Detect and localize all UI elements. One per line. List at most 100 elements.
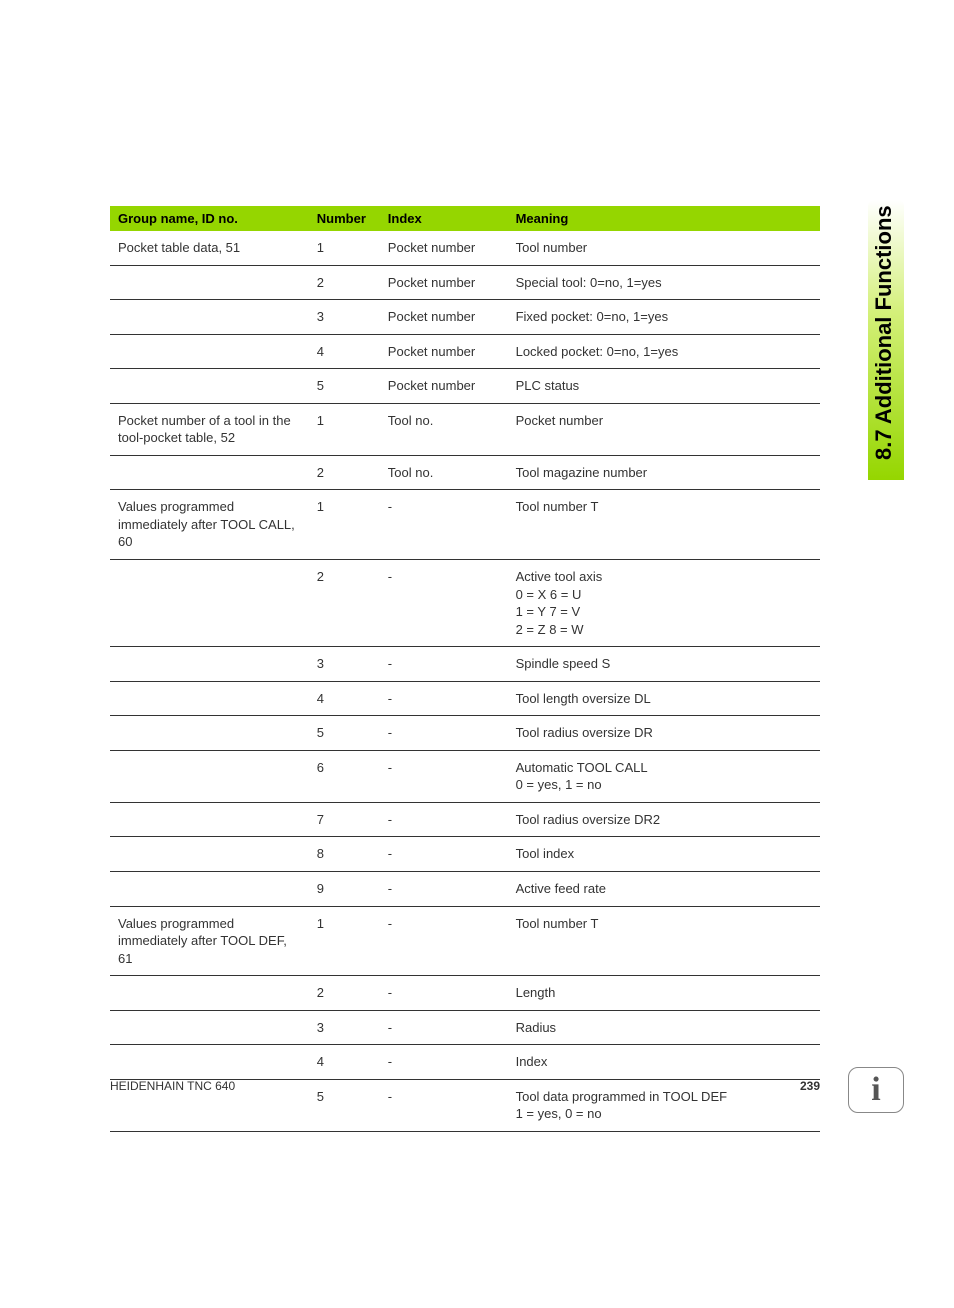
cell-group — [110, 647, 309, 682]
page-content: Group name, ID no. Number Index Meaning … — [110, 206, 820, 1132]
cell-meaning: Locked pocket: 0=no, 1=yes — [508, 334, 820, 369]
table-row: 2Tool no.Tool magazine number — [110, 455, 820, 490]
cell-meaning: Active feed rate — [508, 872, 820, 907]
cell-index: - — [380, 647, 508, 682]
cell-meaning: Tool magazine number — [508, 455, 820, 490]
cell-group — [110, 369, 309, 404]
table-row: 3-Radius — [110, 1010, 820, 1045]
cell-index: - — [380, 837, 508, 872]
cell-meaning: Tool number T — [508, 906, 820, 976]
cell-group — [110, 750, 309, 802]
cell-index: - — [380, 1010, 508, 1045]
cell-number: 9 — [309, 872, 380, 907]
cell-number: 6 — [309, 750, 380, 802]
cell-group — [110, 265, 309, 300]
cell-group — [110, 802, 309, 837]
table-row: Pocket number of a tool in the tool-pock… — [110, 403, 820, 455]
cell-number: 8 — [309, 837, 380, 872]
cell-group: Values programmed immediately after TOOL… — [110, 490, 309, 560]
table-row: 7-Tool radius oversize DR2 — [110, 802, 820, 837]
cell-index: - — [380, 872, 508, 907]
cell-number: 4 — [309, 681, 380, 716]
cell-number: 1 — [309, 490, 380, 560]
cell-number: 2 — [309, 560, 380, 647]
cell-meaning: Tool number — [508, 231, 820, 265]
cell-group — [110, 837, 309, 872]
cell-index: - — [380, 681, 508, 716]
table-row: 5Pocket numberPLC status — [110, 369, 820, 404]
table-row: 5-Tool radius oversize DR — [110, 716, 820, 751]
table-row: 6-Automatic TOOL CALL0 = yes, 1 = no — [110, 750, 820, 802]
cell-group: Pocket table data, 51 — [110, 231, 309, 265]
page-footer: HEIDENHAIN TNC 640 239 — [110, 1079, 820, 1093]
cell-meaning: Tool number T — [508, 490, 820, 560]
table-body: Pocket table data, 511Pocket numberTool … — [110, 231, 820, 1131]
cell-index: - — [380, 976, 508, 1011]
table-row: 4Pocket numberLocked pocket: 0=no, 1=yes — [110, 334, 820, 369]
cell-number: 2 — [309, 976, 380, 1011]
cell-index: Pocket number — [380, 300, 508, 335]
cell-number: 3 — [309, 1010, 380, 1045]
table-row: 3-Spindle speed S — [110, 647, 820, 682]
col-header-number: Number — [309, 206, 380, 231]
cell-index: Pocket number — [380, 231, 508, 265]
cell-index: - — [380, 716, 508, 751]
table-row: 4-Tool length oversize DL — [110, 681, 820, 716]
cell-meaning: PLC status — [508, 369, 820, 404]
table-row: Values programmed immediately after TOOL… — [110, 490, 820, 560]
cell-index: Pocket number — [380, 265, 508, 300]
table-row: 2-Active tool axis0 = X 6 = U1 = Y 7 = V… — [110, 560, 820, 647]
footer-page-number: 239 — [800, 1079, 820, 1093]
cell-number: 4 — [309, 334, 380, 369]
cell-group — [110, 681, 309, 716]
table-row: Pocket table data, 511Pocket numberTool … — [110, 231, 820, 265]
cell-index: Pocket number — [380, 369, 508, 404]
side-tab-label: 8.7 Additional Functions — [866, 205, 902, 475]
cell-group — [110, 455, 309, 490]
cell-group — [110, 334, 309, 369]
table-row: 2Pocket numberSpecial tool: 0=no, 1=yes — [110, 265, 820, 300]
cell-group: Values programmed immediately after TOOL… — [110, 906, 309, 976]
cell-number: 4 — [309, 1045, 380, 1080]
table-row: 8-Tool index — [110, 837, 820, 872]
cell-group: Pocket number of a tool in the tool-pock… — [110, 403, 309, 455]
table-header-row: Group name, ID no. Number Index Meaning — [110, 206, 820, 231]
cell-number: 5 — [309, 369, 380, 404]
cell-meaning: Spindle speed S — [508, 647, 820, 682]
cell-number: 3 — [309, 647, 380, 682]
cell-index: - — [380, 1045, 508, 1080]
cell-index: - — [380, 560, 508, 647]
cell-meaning: Length — [508, 976, 820, 1011]
cell-index: - — [380, 802, 508, 837]
info-icon-glyph: i — [871, 1073, 880, 1107]
col-header-meaning: Meaning — [508, 206, 820, 231]
cell-group — [110, 560, 309, 647]
cell-index: Pocket number — [380, 334, 508, 369]
cell-index: - — [380, 490, 508, 560]
cell-index: - — [380, 750, 508, 802]
cell-number: 7 — [309, 802, 380, 837]
cell-group — [110, 976, 309, 1011]
cell-meaning: Tool radius oversize DR — [508, 716, 820, 751]
info-icon: i — [848, 1067, 904, 1113]
cell-meaning: Radius — [508, 1010, 820, 1045]
cell-meaning: Index — [508, 1045, 820, 1080]
cell-group — [110, 300, 309, 335]
cell-group — [110, 716, 309, 751]
cell-number: 2 — [309, 455, 380, 490]
cell-number: 3 — [309, 300, 380, 335]
cell-number: 1 — [309, 403, 380, 455]
col-header-group: Group name, ID no. — [110, 206, 309, 231]
cell-meaning: Special tool: 0=no, 1=yes — [508, 265, 820, 300]
footer-product: HEIDENHAIN TNC 640 — [110, 1079, 235, 1093]
cell-number: 1 — [309, 906, 380, 976]
cell-meaning: Active tool axis0 = X 6 = U1 = Y 7 = V2 … — [508, 560, 820, 647]
col-header-index: Index — [380, 206, 508, 231]
cell-index: Tool no. — [380, 403, 508, 455]
cell-meaning: Tool radius oversize DR2 — [508, 802, 820, 837]
cell-number: 1 — [309, 231, 380, 265]
cell-group — [110, 872, 309, 907]
cell-meaning: Tool length oversize DL — [508, 681, 820, 716]
table-row: 3Pocket numberFixed pocket: 0=no, 1=yes — [110, 300, 820, 335]
cell-group — [110, 1045, 309, 1080]
